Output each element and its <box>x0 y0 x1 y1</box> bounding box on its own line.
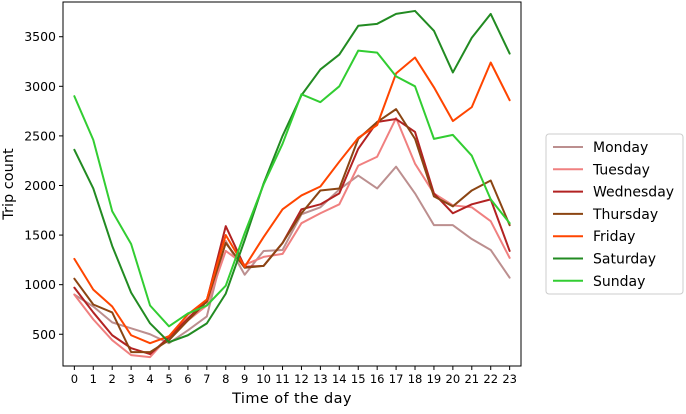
legend-item-wednesday: Wednesday <box>553 185 674 201</box>
legend-item-friday: Friday <box>553 229 635 245</box>
legend-label: Thursday <box>592 207 658 223</box>
x-tick-label: 18 <box>408 372 423 386</box>
y-tick-label: 2000 <box>24 178 56 193</box>
x-tick-label: 22 <box>483 372 498 386</box>
y-tick-label: 2500 <box>24 128 56 143</box>
legend-box <box>545 133 684 295</box>
x-tick-label: 11 <box>275 372 290 386</box>
series-line-thursday <box>73 108 511 354</box>
plot-area <box>62 1 522 367</box>
x-tick-label: 23 <box>502 372 517 386</box>
y-tick-label: 500 <box>32 327 56 342</box>
y-axis-label: Trip count <box>1 148 17 221</box>
x-tick-label: 19 <box>427 372 442 386</box>
x-tick-label: 16 <box>370 372 385 386</box>
legend-item-monday: Monday <box>553 140 648 156</box>
x-tick-label: 6 <box>184 372 191 386</box>
x-axis: 0 1 2 3 4 5 6 7 8 9 10 11 12 13 14 15 16 17 18 19 20 21 22 23 <box>71 366 517 386</box>
legend: Monday Tuesday Wednesday Thursday Friday Satu… <box>545 133 684 295</box>
x-tick-label: 12 <box>294 372 309 386</box>
legend-item-saturday: Saturday <box>553 252 656 268</box>
x-tick-label: 17 <box>389 372 404 386</box>
y-tick-label: 1500 <box>24 228 56 243</box>
x-tick-label: 0 <box>71 372 78 386</box>
series-line-monday <box>73 165 511 345</box>
legend-item-sunday: Sunday <box>553 274 645 290</box>
x-tick-label: 7 <box>203 372 210 386</box>
x-tick-label: 3 <box>127 372 134 386</box>
x-tick-label: 8 <box>222 372 229 386</box>
x-tick-label: 20 <box>446 372 461 386</box>
series-layer <box>73 9 511 359</box>
legend-label: Monday <box>593 140 648 156</box>
legend-label: Saturday <box>593 252 656 268</box>
legend-item-tuesday: Tuesday <box>553 162 650 178</box>
x-tick-label: 1 <box>90 372 97 386</box>
x-tick-label: 10 <box>256 372 271 386</box>
legend-label: Tuesday <box>592 162 650 178</box>
legend-item-thursday: Thursday <box>553 207 658 223</box>
y-tick-label: 1000 <box>24 277 56 292</box>
x-tick-label: 21 <box>464 372 479 386</box>
x-tick-label: 14 <box>332 372 347 386</box>
series-line-friday <box>73 56 511 345</box>
y-tick-label: 3000 <box>24 79 56 94</box>
x-tick-label: 13 <box>313 372 328 386</box>
series-line-sunday <box>73 49 511 328</box>
y-tick-label: 3500 <box>24 29 56 44</box>
legend-label: Friday <box>593 229 635 245</box>
legend-label: Wednesday <box>593 185 674 201</box>
x-tick-label: 9 <box>241 372 248 386</box>
y-axis: 500 1000 1500 2000 2500 3000 3500 <box>24 29 63 342</box>
x-tick-label: 2 <box>109 372 116 386</box>
series-line-saturday <box>73 9 511 344</box>
x-tick-label: 15 <box>351 372 366 386</box>
x-tick-label: 4 <box>146 372 153 386</box>
x-axis-label: Time of the day <box>231 391 352 407</box>
legend-label: Sunday <box>593 274 645 290</box>
x-tick-label: 5 <box>165 372 172 386</box>
